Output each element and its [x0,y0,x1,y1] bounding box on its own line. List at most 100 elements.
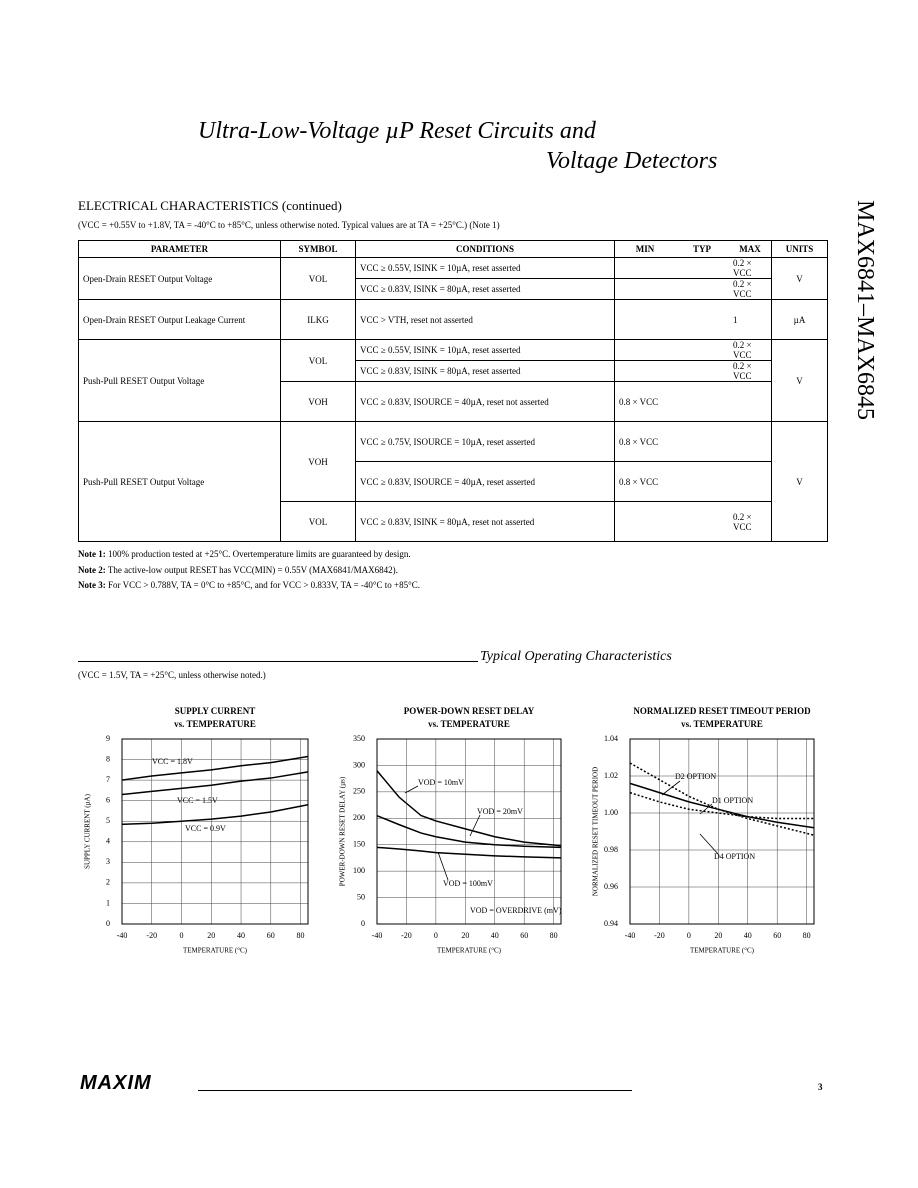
arrow [404,785,419,794]
note-label: Note 3: [78,580,106,590]
annotation: VCC = 0.9V [185,824,226,833]
y-tick-label: 9 [106,734,110,743]
note: Note 1: 100% production tested at +25°C.… [78,549,411,559]
x-tick-label: 20 [207,931,215,940]
series-line [629,762,815,836]
condition: VCC ≥ 0.83V, ISINK = 80µA, reset not ass… [355,501,615,542]
x-axis-title: TEMPERATURE (°C) [690,947,755,955]
units: µA [771,299,828,340]
annotation: VCC = 1.8V [152,757,193,766]
page-number: 3 [818,1082,823,1092]
y-tick-label: 5 [106,816,110,825]
toc-title: Typical Operating Characteristics [480,649,672,664]
units: V [771,257,828,300]
arrow [699,833,719,855]
y-tick-label: 250 [353,787,365,796]
y-tick-label: 8 [106,754,110,763]
chart-title: NORMALIZED RESET TIMEOUT PERIOD [633,706,811,716]
x-tick-label: -40 [117,931,128,940]
logo: MAXIM [80,1072,152,1094]
series-line [376,846,562,859]
y-tick-label: 150 [353,840,365,849]
y-tick-label: 100 [353,866,365,875]
x-tick-label: 40 [744,931,752,940]
note: Note 2: The active-low output RESET has … [78,565,398,575]
series-line [376,814,562,849]
symbol: VOL [280,257,356,300]
units: V [771,421,828,542]
section-conditions: (VCC = +0.55V to +1.8V, TA = -40°C to +8… [78,220,500,230]
x-tick-label: 20 [461,931,469,940]
series-label: D2 OPTION [675,772,716,781]
series-line [629,782,815,829]
y-tick-label: 200 [353,813,365,822]
x-tick-label: 80 [550,931,558,940]
y-tick-label: 1 [106,898,110,907]
rule [78,661,478,662]
note-text: 100% production tested at +25°C. Overtem… [108,549,411,559]
section-title: ELECTRICAL CHARACTERISTICS (continued) [78,198,342,213]
y-tick-label: 0.94 [604,919,618,928]
rule [198,1090,632,1091]
plot-frame [629,738,815,925]
y-axis-title: POWER-DOWN RESET DELAY (µs) [339,776,347,886]
series-label: D1 OPTION [712,796,753,805]
y-tick-label: 2 [106,878,110,887]
x-tick-label: 40 [491,931,499,940]
x-axis-title: TEMPERATURE (°C) [437,947,502,955]
parameter: Push-Pull RESET Output Voltage [78,421,281,542]
y-tick-label: 0 [361,919,365,928]
y-axis-title: SUPPLY CURRENT (µA) [84,793,92,869]
note-text: The active-low output RESET has VCC(MIN)… [107,565,398,575]
series-line [376,770,562,847]
parameter: Open-Drain RESET Output Voltage [78,257,281,300]
chart-title: POWER-DOWN RESET DELAY [404,706,535,716]
condition: VCC ≥ 0.83V, ISOURCE = 40µA, reset asser… [355,461,615,502]
y-tick-label: 3 [106,857,110,866]
y-tick-label: 0.96 [604,882,618,891]
symbol: VOL [280,501,356,542]
parameter: Push-Pull RESET Output Voltage [78,339,281,422]
arrow [469,814,481,837]
y-tick-label: 1.02 [604,771,618,780]
series-line [121,804,309,826]
plot-frame [376,738,562,925]
annotation: VOD = 20mV [477,807,523,816]
note: Note 3: For VCC > 0.788V, TA = 0°C to +8… [78,580,420,590]
condition: VCC ≥ 0.75V, ISOURCE = 10µA, reset asser… [355,421,615,462]
spec-table: PARAMETER SYMBOL CONDITIONS MIN TYP MAX … [78,240,828,542]
max: 0.2 × VCC [729,501,772,542]
annotation: VOD = OVERDRIVE (mV) [470,906,562,915]
arrow [437,851,449,881]
x-tick-label: 0 [434,931,438,940]
symbol: VOH [280,421,356,502]
y-tick-label: 350 [353,734,365,743]
x-tick-label: 80 [803,931,811,940]
chart-subtitle: vs. TEMPERATURE [681,719,763,729]
x-tick-label: -20 [146,931,157,940]
series-line [121,771,309,796]
x-tick-label: -20 [654,931,665,940]
x-tick-label: 80 [297,931,305,940]
header-row: PARAMETER SYMBOL CONDITIONS MIN TYP MAX … [78,240,828,258]
y-tick-label: 50 [357,892,365,901]
annotation: VCC = 1.5V [177,796,218,805]
y-tick-label: 1.04 [604,734,618,743]
units: V [771,339,828,422]
y-axis-title: NORMALIZED RESET TIMEOUT PERIOD [592,767,600,896]
note-text: For VCC > 0.788V, TA = 0°C to +85°C, and… [108,580,420,590]
note-label: Note 2: [78,565,106,575]
annotation: VOD = 10mV [418,778,464,787]
condition: VCC > VTH, reset not asserted [355,299,615,340]
x-tick-label: 0 [180,931,184,940]
annotation: VOD = 100mV [443,879,493,888]
x-tick-label: -20 [401,931,412,940]
chart-subtitle: vs. TEMPERATURE [174,719,256,729]
y-tick-label: 7 [106,775,110,784]
toc-conditions: (VCC = 1.5V, TA = +25°C, unless otherwis… [78,670,266,680]
y-tick-label: 6 [106,795,110,804]
title: Voltage Detectors [546,148,718,174]
y-tick-label: 1.00 [604,808,618,817]
arrow [661,780,681,796]
